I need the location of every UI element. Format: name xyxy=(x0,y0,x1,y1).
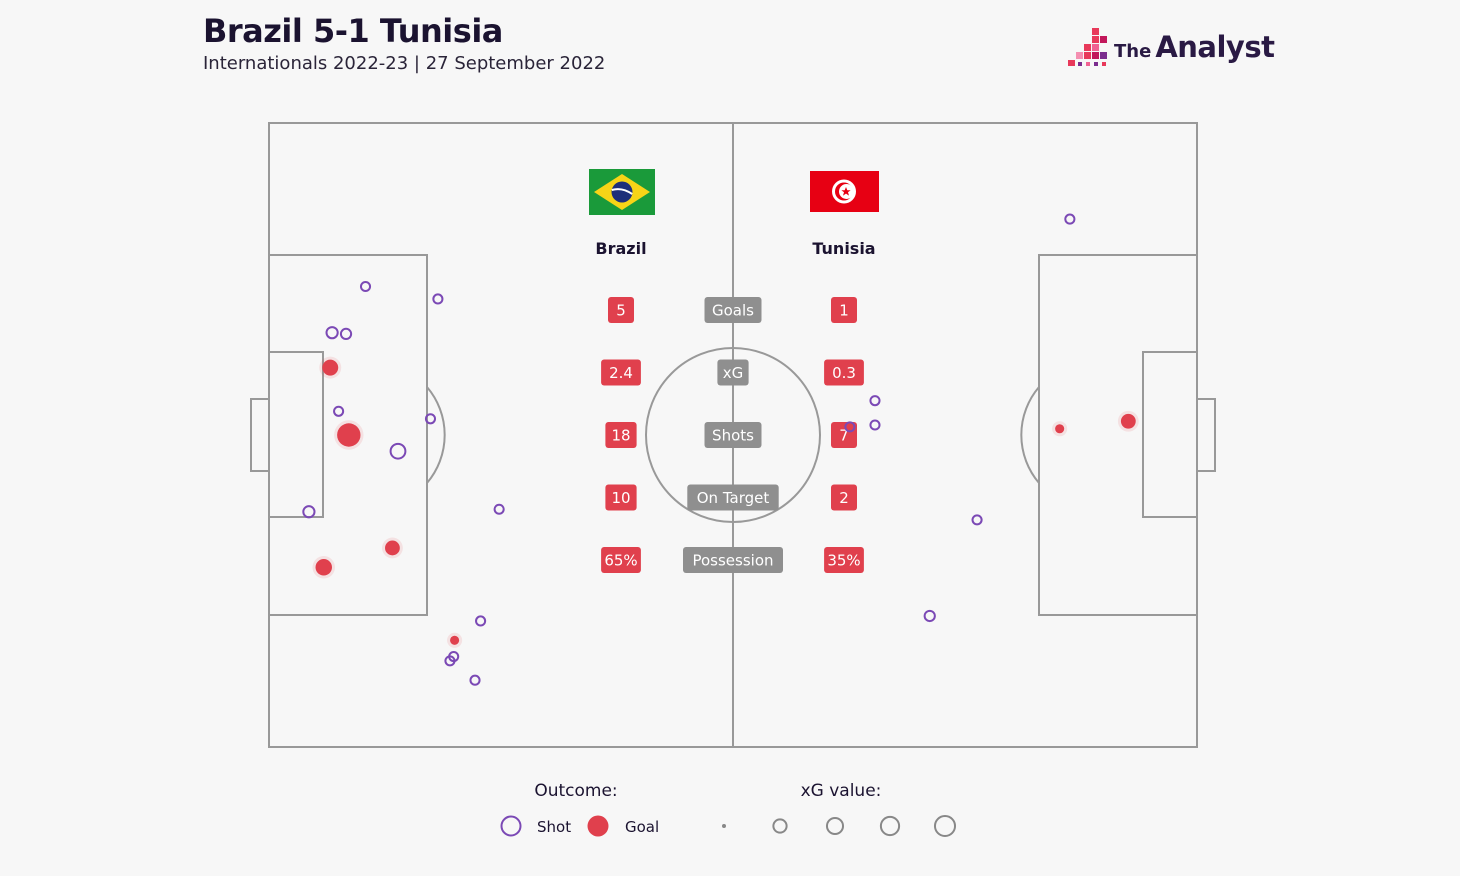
goal-marker xyxy=(1055,424,1065,434)
pitch xyxy=(250,122,1216,748)
home-shots xyxy=(302,280,505,686)
legend-outcome-title: Outcome: xyxy=(534,781,617,801)
shot-marker xyxy=(359,280,372,293)
stat-home-value: 10 xyxy=(611,489,630,507)
stat-away-value: 35% xyxy=(827,552,860,570)
page-title: Brazil 5-1 Tunisia xyxy=(203,12,503,50)
left-six-yard-box xyxy=(268,351,324,518)
stat-away-value-bg xyxy=(831,297,857,323)
goal-marker xyxy=(1120,413,1136,429)
shot-marker xyxy=(844,421,856,433)
left-goal xyxy=(250,398,270,472)
stat-label: xG xyxy=(723,364,744,382)
stat-home-value: 5 xyxy=(616,302,626,320)
goal-marker xyxy=(450,635,460,645)
stat-away-value-bg xyxy=(824,359,864,386)
stat-home-value: 18 xyxy=(611,427,630,445)
legend-shot-marker xyxy=(500,815,522,837)
brand-name: Analyst xyxy=(1155,30,1275,64)
away-shots xyxy=(844,213,1139,623)
shot-marker xyxy=(333,405,345,417)
stat-label: On Target xyxy=(697,489,770,507)
stat-label: Shots xyxy=(712,427,754,445)
brand-the: The xyxy=(1114,41,1152,62)
legend-xg-title: xG value: xyxy=(801,781,882,801)
shot-marker xyxy=(1064,213,1076,225)
legend-shot-label: Shot xyxy=(537,818,571,836)
stat-home-value: 65% xyxy=(604,552,637,570)
shot-marker xyxy=(493,503,505,515)
stat-label: Possession xyxy=(692,552,773,570)
stat-label-bg xyxy=(704,297,762,323)
shot-marker xyxy=(469,674,481,686)
home-team-name: Brazil xyxy=(595,239,646,258)
shot-marker xyxy=(971,514,983,526)
legend: Outcome: Shot Goal xG value: xyxy=(500,781,957,838)
shot-marker xyxy=(475,615,487,627)
shot-marker xyxy=(869,419,881,431)
right-goal xyxy=(1196,398,1216,472)
legend-xg-size-2 xyxy=(825,816,845,836)
shot-marker xyxy=(448,650,460,663)
left-penalty-arc xyxy=(426,386,446,484)
legend-goal-label: Goal xyxy=(625,818,659,836)
shot-marker xyxy=(432,293,444,305)
stat-label-bg xyxy=(717,359,749,386)
right-penalty-arc xyxy=(1020,386,1040,484)
right-six-yard-box xyxy=(1142,351,1198,518)
centre-circle xyxy=(645,347,821,523)
legend-xg-size-4 xyxy=(933,814,957,838)
stat-away-value: 0.3 xyxy=(832,364,856,382)
brand-logo: The Analyst xyxy=(1064,26,1294,70)
shot-marker xyxy=(923,609,936,623)
shot-marker xyxy=(325,326,339,340)
stat-label: Goals xyxy=(712,302,754,320)
brazil-flag-icon xyxy=(589,169,655,215)
legend-goal-marker xyxy=(587,815,609,837)
legend-xg-size-1 xyxy=(772,818,788,834)
stat-home-value-bg xyxy=(608,297,634,323)
stat-home-value: 2.4 xyxy=(609,364,633,382)
stat-away-value: 2 xyxy=(839,489,849,507)
goal-marker xyxy=(322,359,339,376)
stat-home-value-bg xyxy=(605,422,637,448)
goal-marker xyxy=(385,540,400,556)
stat-away-value: 1 xyxy=(839,302,849,320)
stats-table: 5 Goals 1 2.4 xG 0.3 18 Shots 7 10 On Target 2 65% Po… xyxy=(601,297,864,573)
stat-away-value-bg xyxy=(831,484,857,511)
stat-away-value-bg xyxy=(831,422,857,448)
goal-marker xyxy=(337,423,361,447)
page-subtitle: Internationals 2022-23 | 27 September 20… xyxy=(203,53,606,74)
legend-xg-size-3 xyxy=(879,815,901,837)
stat-away-value: 7 xyxy=(839,427,849,445)
shot-marker xyxy=(424,413,437,425)
stat-label-bg xyxy=(687,484,779,511)
shot-marker xyxy=(389,442,407,460)
shot-marker xyxy=(302,505,316,519)
goal-marker xyxy=(315,559,332,576)
shot-marker xyxy=(339,327,353,341)
legend-xg-size-0 xyxy=(722,824,726,828)
stat-away-value-bg xyxy=(824,547,864,573)
shot-marker xyxy=(869,395,881,407)
brand-bars-icon xyxy=(1068,28,1107,66)
stat-label-bg xyxy=(704,422,762,448)
team-flags xyxy=(589,169,879,215)
stat-label-bg xyxy=(683,547,783,573)
legend-xg-sizes xyxy=(722,814,957,838)
stat-home-value-bg xyxy=(601,359,641,386)
away-team-name: Tunisia xyxy=(812,239,875,258)
stat-home-value-bg xyxy=(605,484,637,511)
stat-home-value-bg xyxy=(601,547,641,573)
tunisia-flag-icon xyxy=(810,171,879,212)
